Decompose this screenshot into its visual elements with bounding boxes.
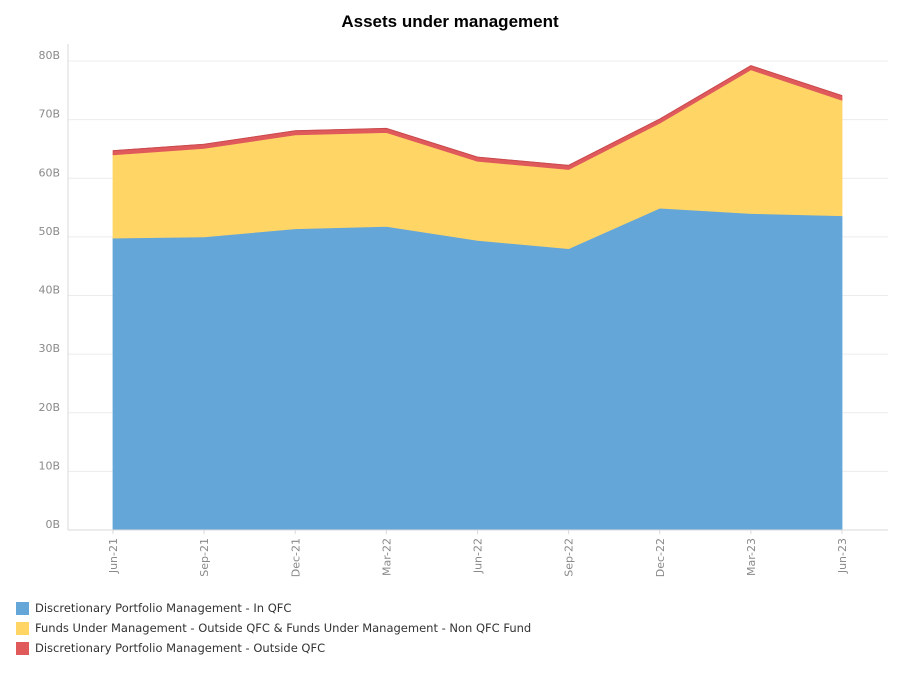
area-dpm-in-qfc [112,207,843,531]
x-tick-label-jun-22: Jun-22 [472,538,485,574]
chart-title: Assets under management [341,12,559,31]
x-tick-label-jun-21: Jun-21 [107,538,120,574]
x-tick-label-mar-22: Mar-22 [380,538,393,576]
legend-label-dpm-outside: Discretionary Portfolio Management - Out… [35,641,326,655]
y-tick-label-7: 70B [38,108,60,121]
x-tick-label-dec-21: Dec-21 [289,538,302,577]
legend-label-dpm-in-qfc: Discretionary Portfolio Management - In … [35,601,292,615]
legend: Discretionary Portfolio Management - In … [16,598,531,658]
y-tick-label-4: 40B [38,284,60,297]
y-tick-label-8: 80B [38,49,60,62]
legend-item-fum: Funds Under Management - Outside QFC & F… [16,618,531,638]
y-tick-label-5: 50B [38,225,60,238]
series-top-edge [112,65,843,166]
x-tick-label-dec-22: Dec-22 [654,538,667,577]
y-tick-label-1: 10B [38,459,60,472]
legend-swatch-fum [16,621,29,635]
y-tick-label-6: 60B [38,166,60,179]
chart-area: 0B 10B 20B 30B 40B 50B 60B 70B 80B Jun-21 Sep-21 D… [38,44,888,577]
x-tick-label-mar-23: Mar-23 [745,538,758,576]
legend-swatch-dpm-outside [16,641,29,655]
y-tick-label-2: 20B [38,401,60,414]
y-tick-label-3: 30B [38,342,60,355]
x-tick-label-sep-22: Sep-22 [563,538,576,577]
x-tick-label-jun-23: Jun-23 [836,538,849,574]
legend-swatch-dpm-in-qfc [16,601,29,615]
x-tick-label-sep-21: Sep-21 [198,538,211,577]
legend-label-fum: Funds Under Management - Outside QFC & F… [35,621,532,635]
legend-item-dpm-outside: Discretionary Portfolio Management - Out… [16,638,531,658]
legend-item-dpm-in-qfc: Discretionary Portfolio Management - In … [16,598,531,618]
y-tick-label-0: 0B [45,518,60,531]
